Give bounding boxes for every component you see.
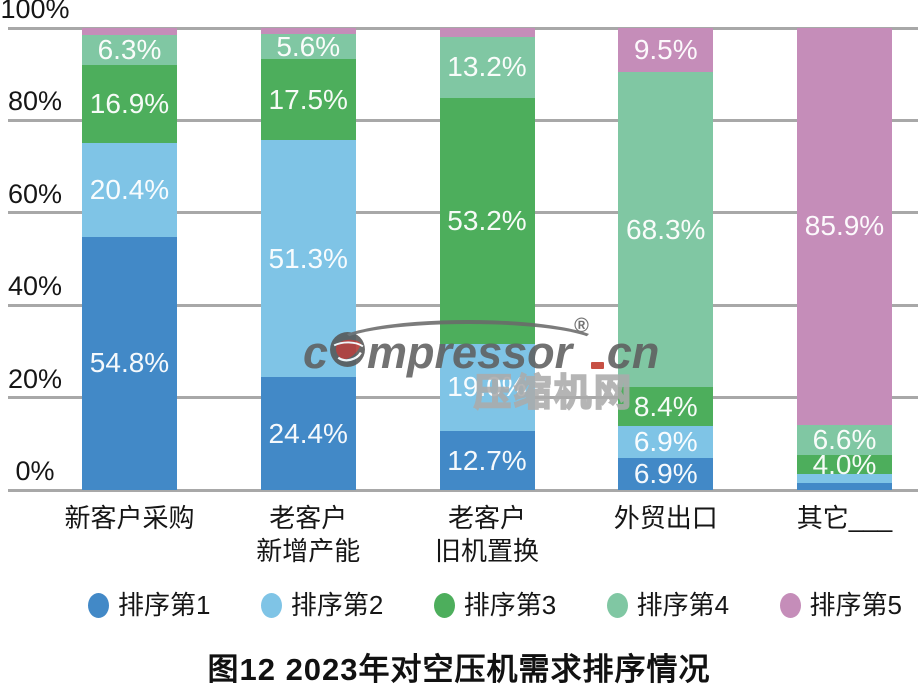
segment-label: 24.4% — [269, 420, 348, 448]
bar-segment: 54.8% — [82, 237, 177, 490]
legend-item: 排序第2 — [261, 592, 383, 618]
legend-label: 排序第3 — [464, 592, 556, 618]
y-axis-tick-label: 100% — [0, 0, 70, 23]
bar-segment: 17.5% — [261, 59, 356, 140]
segment-label: 53.2% — [447, 207, 526, 235]
bar-segment: 5.6% — [261, 34, 356, 60]
y-axis-tick-label: 0% — [0, 458, 70, 485]
segment-label: 6.6% — [813, 426, 877, 454]
bar-1: 54.8% 20.4% 16.9% 6.3% — [82, 28, 177, 490]
x-axis-category-label: 老客户 旧机置换 — [397, 502, 577, 568]
y-axis-tick-label: 60% — [0, 181, 70, 208]
watermark-brand: c mpressor ® cn — [303, 330, 648, 375]
segment-label: 13.2% — [447, 53, 526, 81]
legend: 排序第1 排序第2 排序第3 排序第4 排序第5 — [88, 588, 902, 622]
x-axis-category-label: 新客户采购 — [40, 502, 220, 535]
x-axis-category-label: 其它___ — [755, 502, 918, 535]
x-axis-category-label: 老客户 新增产能 — [218, 502, 398, 568]
legend-label: 排序第2 — [291, 592, 383, 618]
registered-mark: ® — [574, 316, 589, 336]
segment-label: 16.9% — [90, 90, 169, 118]
bar-segment: 13.2% — [440, 37, 535, 98]
globe-icon — [329, 330, 366, 375]
y-axis-tick-label: 20% — [0, 366, 70, 393]
legend-label: 排序第4 — [637, 592, 729, 618]
legend-color-dot — [88, 593, 109, 618]
bar-segment: 6.9% — [618, 426, 713, 458]
bar-segment — [261, 28, 356, 34]
segment-label: 9.5% — [634, 36, 698, 64]
watermark-text-mpressor: mpressor — [367, 330, 572, 375]
bar-segment: 16.9% — [82, 65, 177, 143]
segment-label: 6.3% — [98, 36, 162, 64]
legend-label: 排序第5 — [810, 592, 902, 618]
bar-segment: 9.5% — [618, 28, 713, 72]
segment-label: 54.8% — [90, 349, 169, 377]
bar-segment: 85.9% — [797, 28, 892, 425]
watermark-subtitle: 压缩机网 — [303, 373, 634, 414]
legend-item: 排序第3 — [434, 592, 556, 618]
segment-label: 17.5% — [269, 86, 348, 114]
watermark-text-cn: cn — [607, 330, 660, 375]
legend-label: 排序第1 — [118, 592, 210, 618]
bar-5: 4.0%6.6% 85.9% — [797, 28, 892, 490]
bar-3: 12.7%19.0%53.2%13.2% — [440, 28, 535, 490]
segment-label: 20.4% — [90, 176, 169, 204]
watermark-red-dot — [591, 362, 604, 369]
segment-label: 6.9% — [634, 428, 698, 456]
segment-label: 5.6% — [276, 33, 340, 61]
bar-segment: 6.9% — [618, 458, 713, 490]
chart-title: 图12 2023年对空压机需求排序情况 — [0, 644, 918, 689]
bar-segment: 6.3% — [82, 35, 177, 64]
bar-segment: 4.0% — [797, 455, 892, 473]
legend-item: 排序第1 — [88, 592, 210, 618]
bar-segment — [82, 28, 177, 35]
bar-segment — [797, 483, 892, 490]
legend-item: 排序第5 — [780, 592, 902, 618]
legend-color-dot — [607, 593, 628, 618]
bar-segment: 20.4% — [82, 143, 177, 237]
watermark: c mpressor ® cn 压缩机网 — [303, 330, 648, 414]
bar-segment: 12.7% — [440, 431, 535, 490]
bar-segment: 6.6% — [797, 425, 892, 455]
plot-area: c mpressor ® cn 压缩机网 0%20%40%60%80%100%5… — [8, 28, 918, 490]
bar-segment — [440, 28, 535, 37]
legend-color-dot — [780, 593, 801, 618]
legend-item: 排序第4 — [607, 592, 729, 618]
segment-label: 12.7% — [447, 447, 526, 475]
x-axis-category-label: 外贸出口 — [576, 502, 756, 535]
y-axis-tick-label: 80% — [0, 88, 70, 115]
segment-label: 51.3% — [269, 245, 348, 273]
legend-color-dot — [434, 593, 455, 618]
segment-label: 6.9% — [634, 460, 698, 488]
bar-segment: 53.2% — [440, 98, 535, 344]
bar-2: 24.4% 51.3% 17.5% 5.6% — [261, 28, 356, 490]
watermark-text-c: c — [303, 330, 328, 375]
segment-label: 85.9% — [805, 212, 884, 240]
y-axis-tick-label: 40% — [0, 273, 70, 300]
bar-4: 6.9%6.9%8.4%68.3%9.5% — [618, 28, 713, 490]
segment-label: 68.3% — [626, 216, 705, 244]
legend-color-dot — [261, 593, 282, 618]
